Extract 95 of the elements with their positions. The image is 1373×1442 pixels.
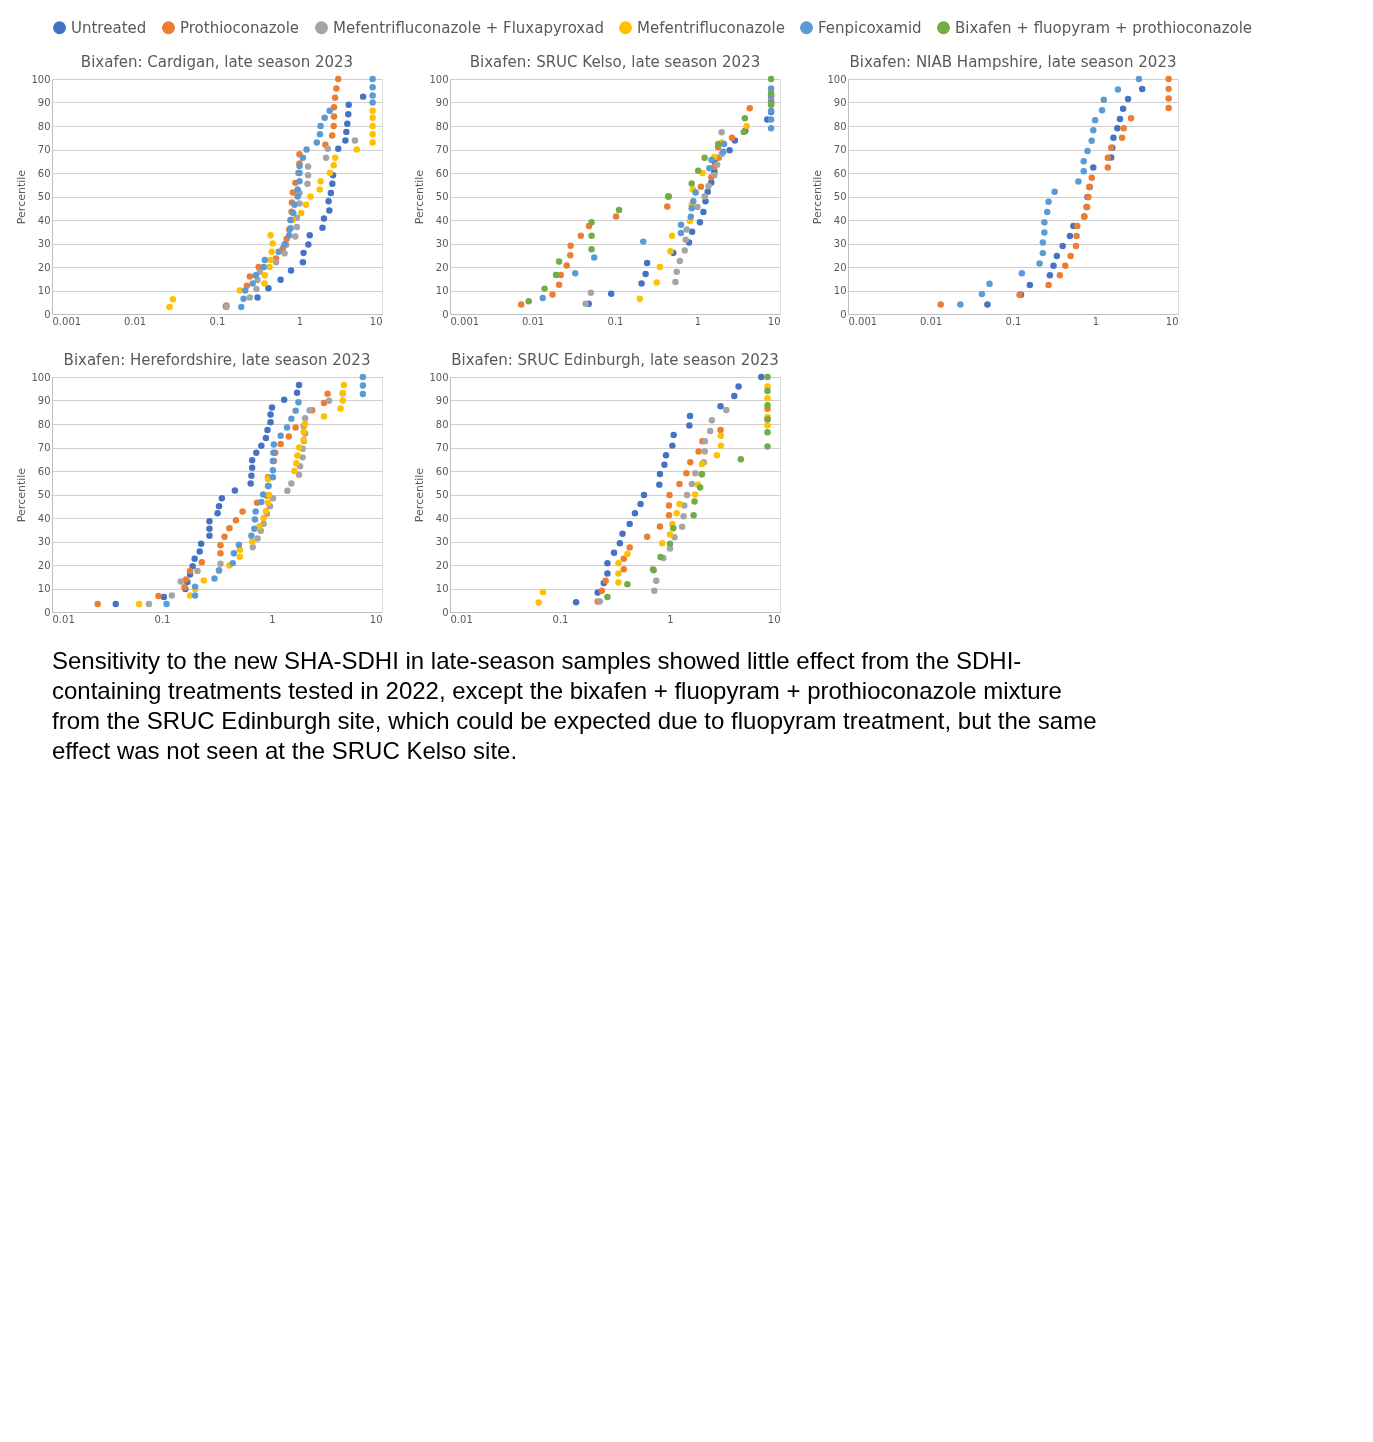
y-tick-label: 60 xyxy=(435,167,449,179)
x-tick-label: 10 xyxy=(369,613,383,625)
x-tick-label: 10 xyxy=(767,613,781,625)
chart-title: Bixafen: Herefordshire, late season 2023 xyxy=(63,351,371,369)
x-tick-label: 1 xyxy=(667,613,674,625)
x-tick-label: 10 xyxy=(369,315,383,327)
x-tick-label: 0.01 xyxy=(919,315,943,327)
y-tick-label: 80 xyxy=(435,418,449,430)
y-tick-label: 50 xyxy=(833,191,847,202)
legend-label: Untreated xyxy=(71,18,147,37)
y-tick-label: 100 xyxy=(827,73,847,85)
y-tick-label: 30 xyxy=(435,238,449,249)
y-axis-title: Percentile xyxy=(413,467,427,523)
y-axis-title: Percentile xyxy=(15,467,29,523)
legend-label: Fenpicoxamid xyxy=(818,18,922,37)
y-tick-label: 0 xyxy=(442,606,449,618)
chart-title: Bixafen: NIAB Hampshire, late season 2023 xyxy=(849,53,1177,71)
y-tick-label: 90 xyxy=(435,395,449,406)
x-tick-label: 0.001 xyxy=(52,315,82,327)
y-tick-label: 50 xyxy=(37,191,51,202)
y-tick-label: 60 xyxy=(435,465,449,477)
x-tick-label: 10 xyxy=(767,315,781,327)
y-tick-label: 20 xyxy=(37,559,51,571)
y-tick-label: 0 xyxy=(44,308,51,320)
y-tick-label: 70 xyxy=(833,144,847,155)
y-axis-title: Percentile xyxy=(811,169,825,225)
chart-title: Bixafen: SRUC Edinburgh, late season 2023 xyxy=(451,351,779,369)
y-tick-label: 20 xyxy=(435,559,449,571)
x-tick-label: 1 xyxy=(694,315,702,327)
y-tick-label: 0 xyxy=(840,308,847,320)
chart-title: Bixafen: Cardigan, late season 2023 xyxy=(80,53,354,71)
y-tick-label: 40 xyxy=(833,214,847,226)
x-tick-label: 0.1 xyxy=(1005,315,1022,327)
y-tick-label: 20 xyxy=(37,261,51,273)
y-tick-label: 20 xyxy=(833,261,847,273)
x-tick-label: 0.01 xyxy=(52,613,75,625)
x-tick-label: 0.1 xyxy=(209,315,226,327)
y-tick-label: 80 xyxy=(37,418,51,430)
y-tick-label: 60 xyxy=(37,167,51,179)
y-tick-label: 40 xyxy=(37,512,51,524)
y-tick-label: 40 xyxy=(435,214,449,226)
x-tick-label: 0.1 xyxy=(552,613,569,625)
y-tick-label: 100 xyxy=(429,371,449,383)
y-tick-label: 0 xyxy=(44,606,51,618)
y-tick-label: 10 xyxy=(435,285,449,296)
y-tick-label: 30 xyxy=(37,238,51,249)
y-tick-label: 100 xyxy=(429,73,449,85)
x-tick-label: 0.01 xyxy=(123,315,147,327)
y-tick-label: 70 xyxy=(37,442,51,453)
x-tick-label: 1 xyxy=(269,613,276,625)
x-tick-label: 1 xyxy=(296,315,304,327)
y-tick-label: 10 xyxy=(37,285,51,296)
y-tick-label: 100 xyxy=(31,371,51,383)
y-tick-label: 20 xyxy=(435,261,449,273)
x-tick-label: 0.1 xyxy=(154,613,171,625)
legend-label: Prothioconazole xyxy=(180,18,300,37)
y-tick-label: 10 xyxy=(833,285,847,296)
y-tick-label: 10 xyxy=(37,583,51,594)
y-tick-label: 80 xyxy=(435,120,449,132)
x-tick-label: 0.01 xyxy=(521,315,545,327)
y-tick-label: 80 xyxy=(37,120,51,132)
y-tick-label: 50 xyxy=(37,489,51,500)
x-tick-label: 0.001 xyxy=(450,315,480,327)
text: Sensitivity to the new SHA-SDHI in late-season samples showed little effect from the SDHI-containing treatments tested in 2022, except the bixafen + fluopyram + prothioconazole mixture from the SRUC Edinburgh site, which could be expected due to fluopyram treatment, but the same effect was not seen at the SRUC Kelso site. xyxy=(52,647,1097,764)
y-tick-label: 90 xyxy=(833,97,847,108)
y-axis-title: Percentile xyxy=(15,169,29,225)
x-tick-label: 1 xyxy=(1092,315,1100,327)
y-tick-label: 30 xyxy=(435,536,449,547)
y-tick-label: 100 xyxy=(31,73,51,85)
y-tick-label: 60 xyxy=(37,465,51,477)
y-tick-label: 90 xyxy=(37,97,51,108)
y-tick-label: 90 xyxy=(435,97,449,108)
legend-label: Mefentrifluconazole xyxy=(637,18,785,37)
x-tick-label: 10 xyxy=(1165,315,1179,327)
y-tick-label: 40 xyxy=(37,214,51,226)
y-tick-label: 10 xyxy=(435,583,449,594)
y-tick-label: 0 xyxy=(442,308,449,320)
y-tick-label: 70 xyxy=(37,144,51,155)
y-tick-label: 70 xyxy=(435,442,449,453)
y-tick-label: 50 xyxy=(435,489,449,500)
y-tick-label: 90 xyxy=(37,395,51,406)
y-tick-label: 60 xyxy=(833,167,847,179)
x-tick-label: 0.1 xyxy=(607,315,624,327)
legend-label: Mefentrifluconazole + Fluxapyroxad xyxy=(333,18,604,37)
chart-title: Bixafen: SRUC Kelso, late season 2023 xyxy=(469,53,761,71)
y-tick-label: 40 xyxy=(435,512,449,524)
y-tick-label: 30 xyxy=(833,238,847,249)
y-tick-label: 70 xyxy=(435,144,449,155)
y-axis-title: Percentile xyxy=(413,169,427,225)
x-tick-label: 0.001 xyxy=(848,315,878,327)
y-tick-label: 50 xyxy=(435,191,449,202)
y-tick-label: 30 xyxy=(37,536,51,547)
x-tick-label: 0.01 xyxy=(450,613,473,625)
legend-label: Bixafen + fluopyram + prothioconazole xyxy=(955,18,1253,37)
y-tick-label: 80 xyxy=(833,120,847,132)
